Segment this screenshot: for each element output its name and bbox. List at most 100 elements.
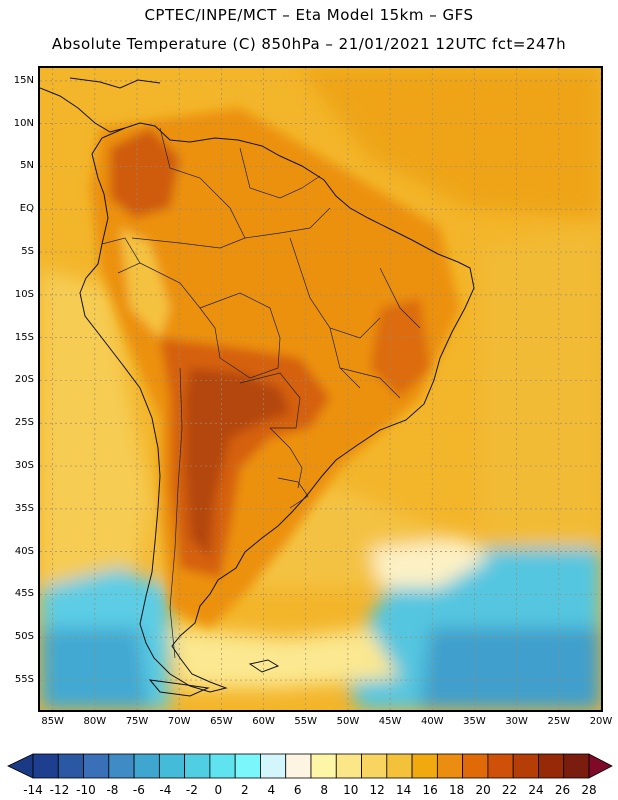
- colorbar-box: [436, 753, 464, 779]
- lat-tick-label: 10S: [14, 288, 34, 300]
- lon-tick-label: 25W: [547, 716, 571, 727]
- colorbar-box: [108, 753, 135, 779]
- colorbar-tick-label: 26: [554, 783, 571, 797]
- colorbar-tick-label: -12: [49, 783, 70, 797]
- lon-tick-label: 45W: [378, 716, 402, 727]
- colorbar-tick-label: 16: [422, 783, 438, 797]
- colorbar-box: [361, 753, 388, 779]
- colorbar-tick-label: -8: [106, 783, 119, 797]
- colorbar-box: [386, 753, 413, 779]
- lon-tick-label: 50W: [336, 716, 360, 727]
- lon-tick-label: 40W: [420, 716, 444, 727]
- lon-tick-label: 65W: [210, 716, 233, 727]
- colorbar-box: [512, 753, 539, 779]
- colorbar-box: [209, 753, 236, 779]
- coastlines: [40, 77, 475, 697]
- lon-tick-label: 35W: [463, 716, 486, 727]
- colorbar-box: [285, 753, 312, 779]
- country-borders: [101, 127, 421, 659]
- lat-tick-label: 25S: [14, 417, 34, 429]
- colorbar-tick-label: -6: [132, 783, 145, 797]
- field-south-deep: [420, 628, 601, 710]
- lon-tick-label: 60W: [252, 716, 275, 727]
- colorbar-box: [260, 753, 287, 779]
- field-highlands-cool: [120, 228, 170, 338]
- border-brazil-west: [131, 207, 331, 249]
- colorbar-tick-label: -14: [23, 783, 43, 797]
- temperature-map: [38, 66, 603, 712]
- lat-tick-label: EQ: [19, 203, 34, 215]
- lon-tick-label: 30W: [505, 716, 528, 727]
- colorbar-box: [487, 753, 514, 779]
- colorbar-tick-label: 12: [369, 783, 385, 797]
- field-cold-patagonia: [170, 628, 400, 688]
- field-pale-band: [370, 538, 490, 588]
- field-northeast: [300, 68, 601, 218]
- lat-tick-label: 5N: [20, 160, 34, 172]
- colorbar-tick-label: -2: [185, 783, 198, 797]
- lat-tick-label: 30S: [14, 460, 34, 472]
- border-chile-argentina: [169, 367, 183, 659]
- lon-tick-label: 85W: [41, 716, 64, 727]
- lon-tick-label: 80W: [83, 716, 107, 727]
- lat-tick-label: 5S: [21, 246, 34, 258]
- colorbar-box: [133, 753, 160, 779]
- colorbar-tick-label: 10: [343, 783, 359, 797]
- colorbar-tick-label: 4: [267, 783, 276, 797]
- border-paraguay: [239, 372, 301, 429]
- map-title: CPTEC/INPE/MCT – Eta Model 15km – GFS: [144, 6, 474, 24]
- colorbar-box: [563, 753, 590, 779]
- colorbar-box: [411, 753, 438, 779]
- colorbar-tick-label: 20: [475, 783, 491, 797]
- colorbar-box: [538, 753, 565, 779]
- colorbar-box: [158, 753, 186, 779]
- colorbar-tick-label: 8: [320, 783, 329, 797]
- colorbar-box: [32, 753, 59, 779]
- colorbar-over-arrow: [588, 753, 613, 779]
- colorbar-tick-label: 22: [501, 783, 518, 797]
- border-bolivia: [199, 292, 281, 379]
- map-canvas: [40, 68, 601, 710]
- colorbar-box: [184, 753, 211, 779]
- field-hottest-core: [185, 368, 290, 558]
- colorbar-tick-label: 6: [293, 783, 302, 797]
- lon-tick-label: 20W: [589, 716, 613, 727]
- colorbar-box: [462, 753, 489, 779]
- map-gridlines: [40, 68, 601, 710]
- colorbar-tick-label: -4: [159, 783, 172, 797]
- colorbar-box: [335, 753, 362, 779]
- lon-tick-label: 70W: [167, 716, 191, 727]
- lat-tick-label: 45S: [14, 588, 34, 600]
- colorbar-tick-label: 18: [448, 783, 465, 797]
- tierra-del-fuego: [148, 679, 210, 697]
- lat-tick-label: 40S: [14, 545, 34, 557]
- border-brazil-states: [289, 237, 421, 399]
- border-ecuador: [101, 237, 141, 274]
- lat-tick-label: 10N: [13, 117, 34, 129]
- colorbar-tick-label: 24: [528, 783, 544, 797]
- caribbean-coast: [69, 77, 161, 89]
- colorbar-tick-label: -10: [76, 783, 96, 797]
- field-east-atlantic: [480, 228, 601, 548]
- colorbar-box: [83, 753, 110, 779]
- border-uruguay: [277, 477, 309, 509]
- colorbar-tick-label: 2: [240, 783, 249, 797]
- south-america-coastline: [79, 122, 475, 693]
- lat-tick-label: 15N: [13, 74, 34, 86]
- border-argentina-brazil: [269, 427, 303, 489]
- lat-tick-label: 55S: [14, 674, 34, 686]
- colorbar-box: [57, 753, 84, 779]
- lon-tick-label: 75W: [125, 716, 149, 727]
- colorbar-tick-label: 14: [396, 783, 412, 797]
- colorbar-tick-label: 28: [581, 783, 597, 797]
- lat-tick-label: 50S: [14, 631, 34, 643]
- central-america-coast: [40, 87, 126, 133]
- lon-tick-label: 55W: [294, 716, 318, 727]
- field-north-hot: [110, 128, 180, 218]
- lat-tick-label: 35S: [14, 502, 34, 514]
- map-subtitle: Absolute Temperature (C) 850hPa – 21/01/…: [51, 35, 567, 53]
- lat-tick-label: 15S: [14, 331, 34, 343]
- border-guianas: [239, 147, 321, 199]
- colorbar-under-arrow: [7, 753, 34, 779]
- colorbar-box: [310, 753, 337, 779]
